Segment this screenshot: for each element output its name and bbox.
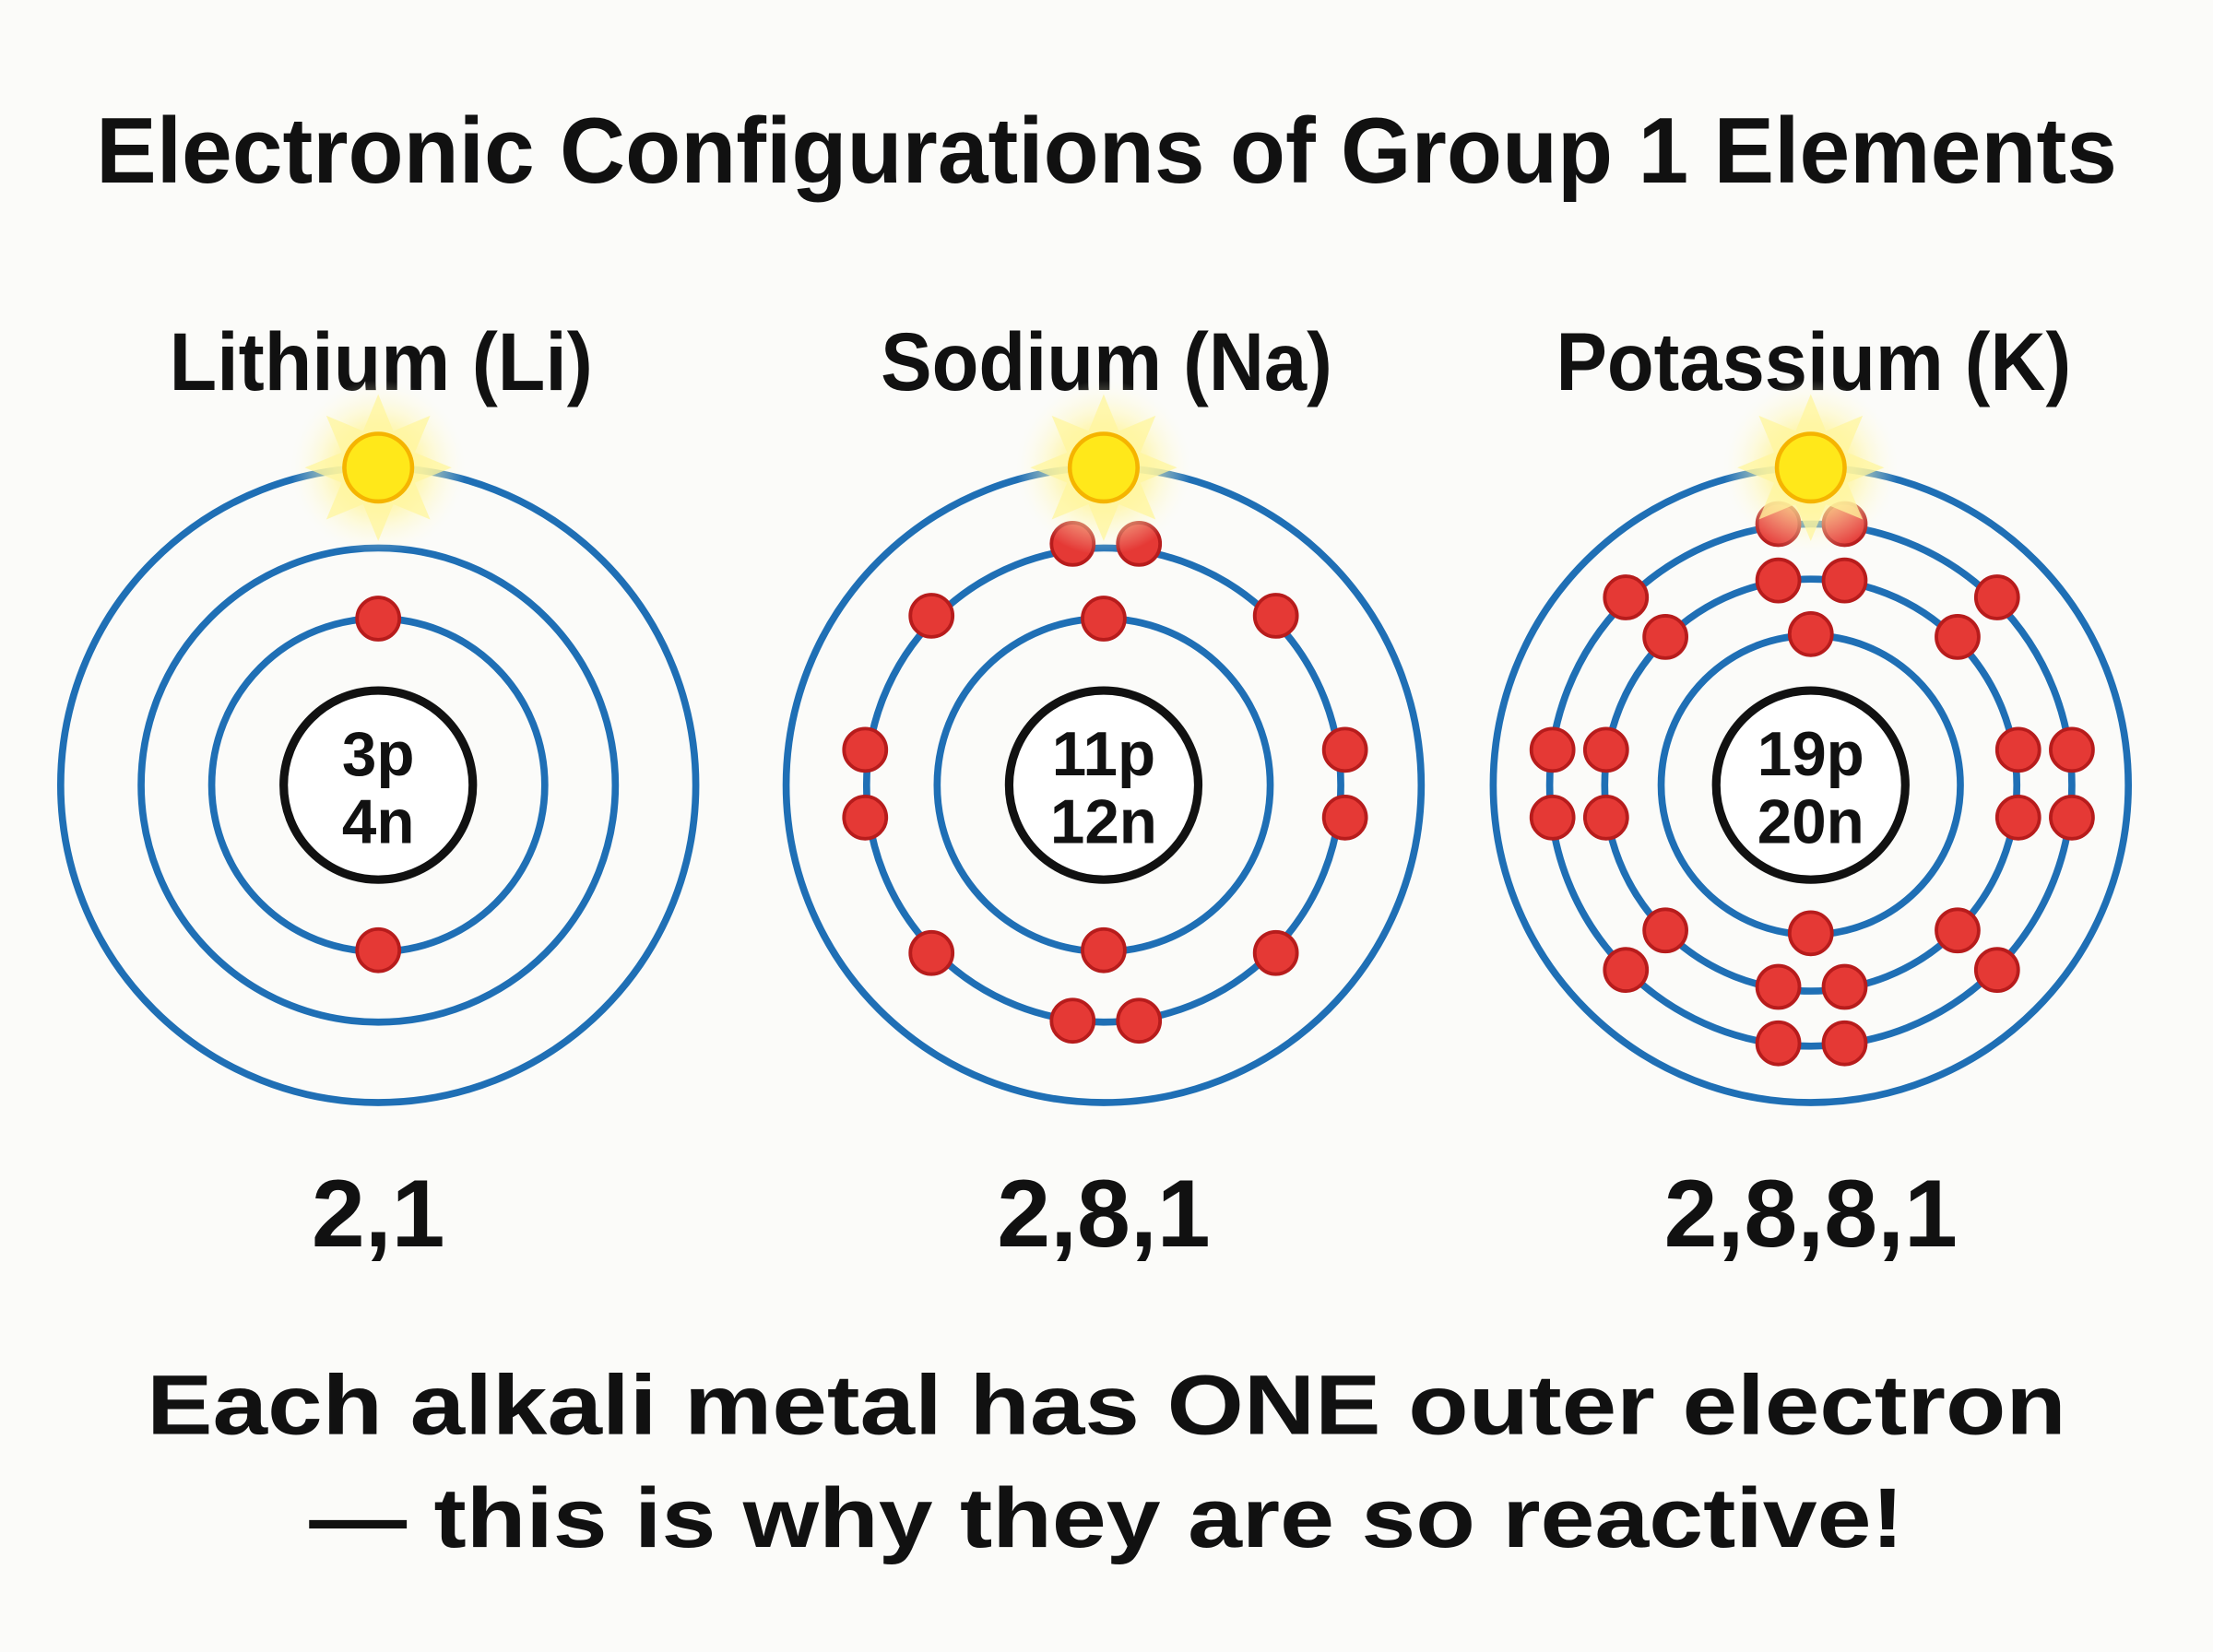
electron — [1049, 997, 1096, 1044]
electron — [1787, 910, 1834, 957]
electron — [1081, 596, 1127, 642]
outer-electron — [1774, 431, 1847, 504]
electron — [1787, 610, 1834, 657]
electron — [1642, 614, 1688, 660]
electron — [1973, 574, 2020, 620]
electron — [1116, 997, 1163, 1044]
electron — [842, 726, 889, 773]
electron — [1935, 614, 1981, 660]
electron — [355, 926, 402, 974]
footer-line-1: Each alkali metal has ONE outer electron — [147, 1359, 2066, 1453]
electron — [2049, 726, 2095, 773]
electron — [355, 596, 402, 642]
footer-line-2: — this is why they are so reactive! — [309, 1471, 1904, 1565]
electron — [1935, 907, 1981, 954]
electron — [1642, 907, 1688, 954]
electron — [1821, 1020, 1868, 1067]
electron — [1973, 947, 2020, 993]
title: Electronic Configurations of Group 1 Ele… — [96, 100, 2117, 203]
electron-configuration: 2,8,1 — [997, 1161, 1210, 1268]
electron — [1252, 929, 1299, 976]
electron — [1582, 726, 1629, 773]
electron — [2049, 794, 2095, 841]
electron — [908, 593, 955, 639]
electron — [1529, 726, 1576, 773]
electron — [1603, 574, 1650, 620]
electron — [1755, 1020, 1802, 1067]
electron — [842, 794, 889, 841]
electron — [1755, 557, 1802, 604]
electron — [1321, 794, 1368, 841]
electron — [1582, 794, 1629, 841]
outer-electron — [342, 431, 415, 504]
electron — [1081, 926, 1127, 974]
electron — [1994, 726, 2041, 773]
nucleus — [279, 686, 478, 884]
electron — [1755, 963, 1802, 1010]
electron — [1603, 947, 1650, 993]
neutron-count: 12n — [1050, 787, 1157, 856]
electron-configuration: 2,1 — [312, 1161, 445, 1268]
proton-count: 11p — [1052, 720, 1155, 789]
electron-shell-2 — [1601, 575, 2021, 995]
outer-electron — [1067, 431, 1140, 504]
neutron-count: 4n — [342, 787, 415, 856]
electron — [908, 929, 955, 976]
proton-count: 19p — [1757, 720, 1864, 789]
electron — [1821, 557, 1868, 604]
electron — [1994, 794, 2041, 841]
electron — [1321, 726, 1368, 773]
neutron-count: 20n — [1757, 787, 1864, 856]
nucleus — [1004, 686, 1203, 884]
electron — [1821, 963, 1868, 1010]
electron — [1252, 593, 1299, 639]
nucleus — [1711, 686, 1910, 884]
electron-configuration: 2,8,8,1 — [1664, 1161, 1958, 1268]
proton-count: 3p — [342, 720, 415, 789]
electron — [1529, 794, 1576, 841]
